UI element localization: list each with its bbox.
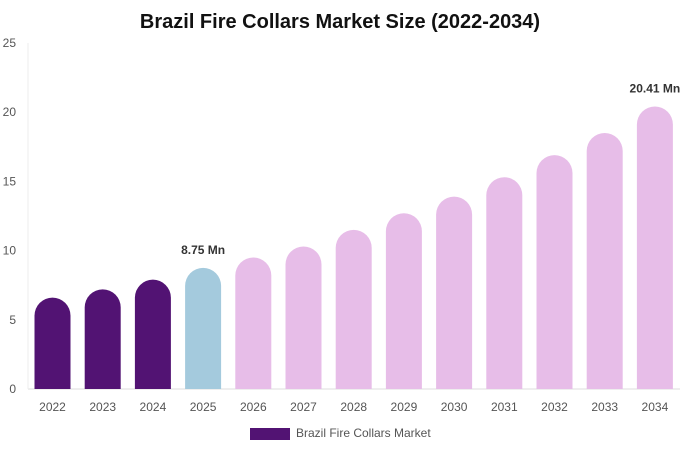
bar-2022[interactable] [34,297,71,389]
x-tick-label: 2025 [190,400,217,414]
data-labels: 8.75 Mn 20.41 Mn [181,82,680,257]
data-label-2025: 8.75 Mn [181,243,225,257]
bar-2023[interactable] [84,289,121,389]
bar-2025[interactable] [185,267,222,389]
x-tick-label: 2034 [642,400,669,414]
x-tick-label: 2033 [591,400,618,414]
bar-2030[interactable] [436,196,473,389]
x-tick-label: 2029 [391,400,418,414]
y-tick-label: 15 [3,174,17,188]
x-axis-ticks: 2022 2023 2024 2025 2026 2027 2028 2029 2030 2031… [39,400,668,414]
bars [34,106,673,389]
bar-2024[interactable] [134,279,171,389]
y-axis: 0 5 10 15 20 25 [3,36,17,396]
chart-title: Brazil Fire Collars Market Size (2022-20… [140,11,540,33]
y-tick-label: 20 [3,105,17,119]
bar-2034[interactable] [636,106,673,389]
x-tick-label: 2022 [39,400,66,414]
legend[interactable]: Brazil Fire Collars Market [250,426,431,440]
bar-2031[interactable] [486,177,523,389]
y-tick-label: 0 [9,382,16,396]
bar-2026[interactable] [235,257,272,389]
y-tick-label: 10 [3,244,17,258]
x-tick-label: 2030 [441,400,468,414]
x-tick-label: 2026 [240,400,267,414]
bar-2029[interactable] [385,213,422,389]
y-tick-label: 25 [3,36,17,50]
x-tick-label: 2032 [541,400,568,414]
y-tick-label: 5 [9,313,16,327]
bar-2027[interactable] [285,246,322,389]
legend-label: Brazil Fire Collars Market [296,426,431,440]
x-tick-label: 2023 [89,400,116,414]
bar-2033[interactable] [586,132,623,389]
x-tick-label: 2027 [290,400,317,414]
x-tick-label: 2028 [340,400,367,414]
bar-2028[interactable] [335,229,372,389]
legend-swatch [250,428,290,440]
x-tick-label: 2024 [140,400,167,414]
bar-2032[interactable] [536,155,573,389]
x-tick-label: 2031 [491,400,518,414]
data-label-2034: 20.41 Mn [630,82,680,96]
